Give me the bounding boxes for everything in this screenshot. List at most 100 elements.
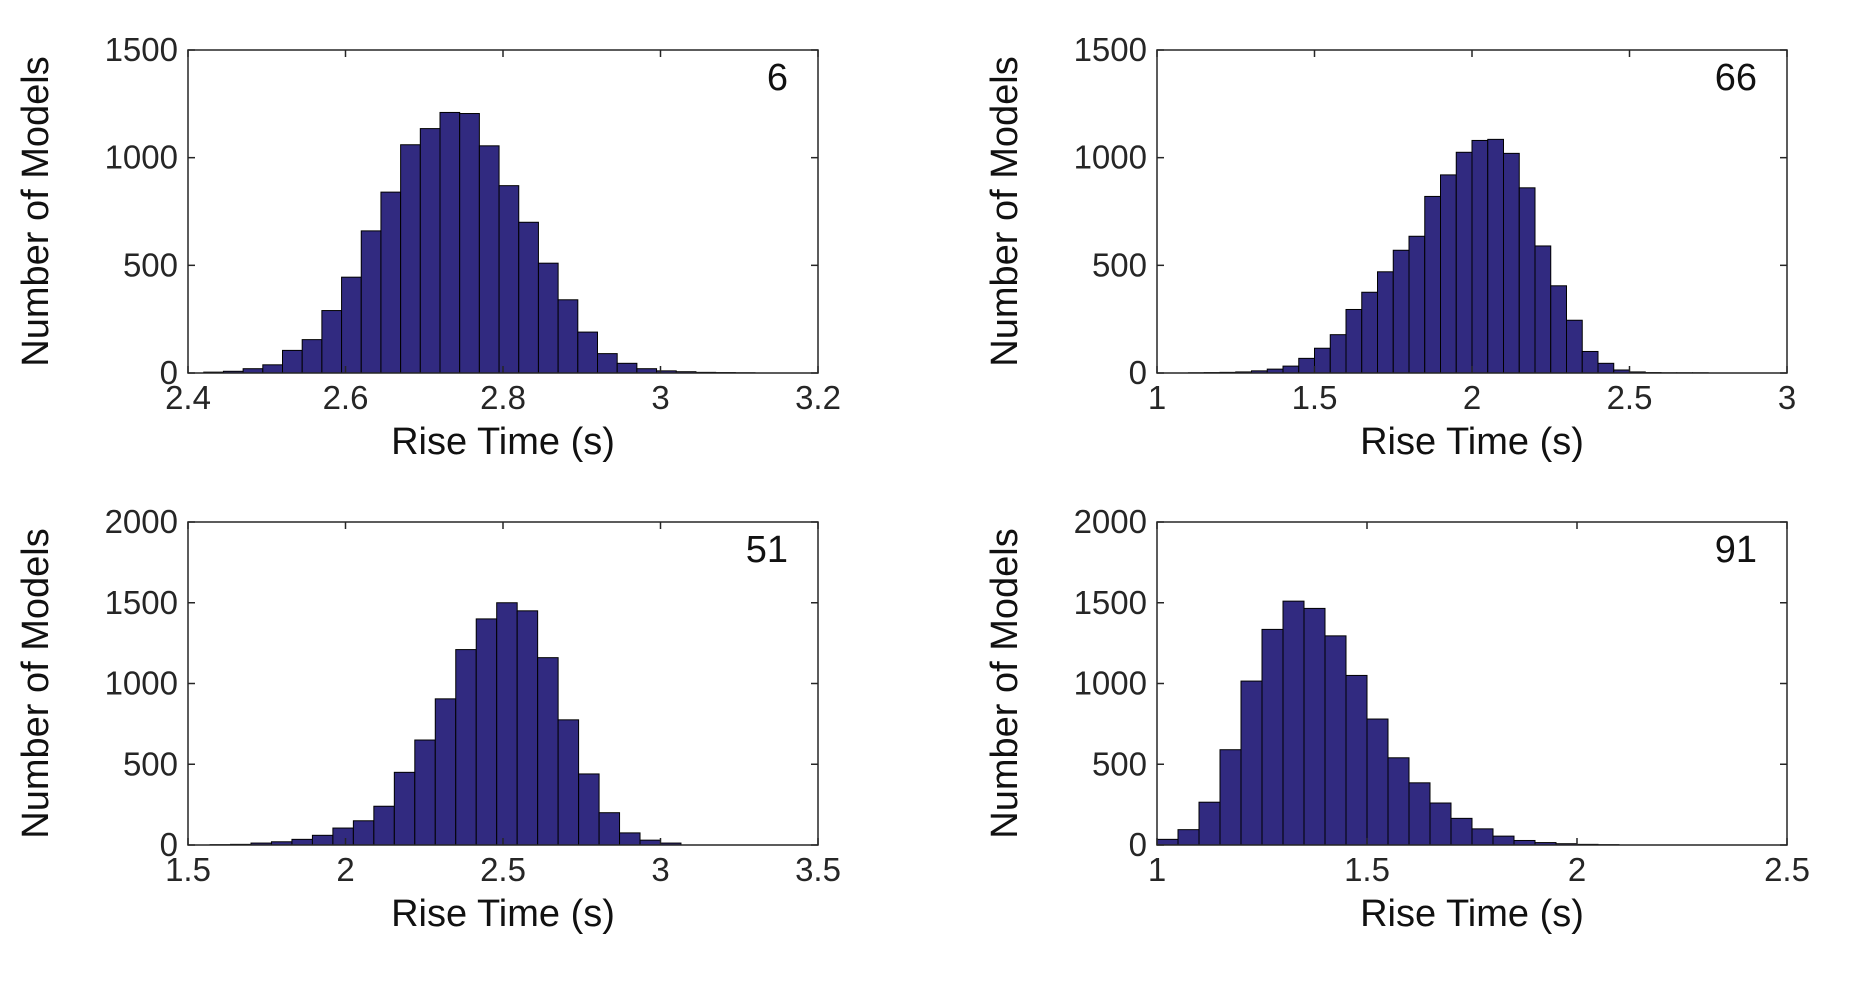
histogram-bar — [1503, 152, 1520, 374]
histogram-bar — [311, 834, 334, 846]
histogram-bar — [578, 773, 600, 846]
histogram-bar — [455, 649, 477, 846]
histogram-bar — [1361, 291, 1378, 374]
histogram-bar — [1392, 249, 1410, 374]
histogram-bar — [1471, 139, 1489, 374]
histogram-bar — [496, 602, 518, 846]
y-tick-label: 0 — [160, 826, 178, 863]
histogram-bar — [537, 262, 559, 374]
histogram-bar — [1240, 680, 1263, 846]
histogram-bar — [597, 353, 618, 374]
y-axis-label: Number of Models — [984, 528, 1026, 838]
histogram-bar — [1429, 802, 1452, 846]
histogram-bar — [321, 310, 343, 374]
x-tick-label: 2 — [1568, 851, 1586, 888]
histogram-bar — [400, 144, 421, 374]
histogram-bar — [1597, 362, 1615, 374]
panel-id-label: 66 — [1715, 57, 1757, 99]
panel-id-label: 6 — [767, 57, 788, 99]
y-tick-label: 500 — [1092, 745, 1147, 782]
y-tick-label: 0 — [160, 354, 178, 391]
histogram-bar — [352, 820, 375, 846]
x-axis-label: Rise Time (s) — [1360, 893, 1584, 935]
histogram-bar — [1345, 674, 1368, 846]
x-tick-label: 1.5 — [165, 851, 211, 888]
histogram-bar — [498, 185, 520, 374]
histogram-bar — [373, 805, 395, 846]
histogram-bar — [1298, 357, 1315, 374]
histogram-bar — [1156, 838, 1179, 846]
histogram-bar — [414, 739, 436, 846]
histogram-bar — [1408, 782, 1431, 846]
x-tick-label: 3.2 — [795, 379, 841, 416]
x-tick-label: 2.5 — [1764, 851, 1810, 888]
histogram-bar — [282, 349, 303, 374]
y-tick-label: 2000 — [1074, 503, 1147, 540]
x-tick-label: 1 — [1148, 379, 1166, 416]
histogram-bar — [1282, 600, 1305, 846]
histogram-bar — [1471, 828, 1494, 846]
y-tick-label: 2000 — [105, 503, 178, 540]
histogram-bar — [1261, 628, 1284, 846]
histogram-bar — [380, 191, 402, 374]
histogram-bar — [616, 362, 638, 374]
y-tick-label: 1000 — [1074, 139, 1147, 176]
histogram-bar — [1198, 801, 1221, 846]
histogram-bar — [459, 113, 480, 374]
histogram-bar — [598, 812, 621, 846]
histogram-bar — [1534, 245, 1552, 374]
chart-panel-91: 1 1.5 2 2.5 0 500 1000 1500 2000 Rise Time (s) Num… — [984, 503, 1810, 935]
histogram-bar — [557, 719, 580, 846]
histogram-bar — [439, 111, 461, 374]
y-tick-label: 1500 — [105, 31, 178, 68]
histogram-bar — [301, 339, 323, 374]
histogram-bar — [434, 698, 457, 846]
y-tick-label: 1500 — [105, 584, 178, 621]
histogram-bar — [1314, 347, 1331, 374]
histogram-bar — [1455, 151, 1473, 374]
x-tick-label: 2 — [1463, 379, 1481, 416]
histogram-bar — [1450, 817, 1473, 846]
histogram-bar — [518, 221, 539, 374]
histogram-bar — [1366, 718, 1389, 846]
x-tick-label: 2.4 — [165, 379, 211, 416]
y-tick-label: 1000 — [1074, 665, 1147, 702]
histogram-bar — [1345, 308, 1363, 374]
histogram-bar — [1566, 319, 1583, 374]
histogram-bar — [262, 364, 283, 374]
y-tick-label: 500 — [123, 745, 178, 782]
y-tick-label: 1500 — [1074, 31, 1147, 68]
histogram-bar — [1324, 635, 1347, 846]
x-tick-label: 2.5 — [480, 851, 526, 888]
x-tick-label: 2 — [336, 851, 354, 888]
y-tick-label: 0 — [1129, 354, 1147, 391]
x-tick-label: 3.5 — [795, 851, 841, 888]
panel-id-label: 91 — [1715, 529, 1757, 571]
x-tick-label: 3 — [651, 851, 669, 888]
histogram-bar — [557, 299, 579, 374]
histogram-bar — [341, 276, 362, 374]
panel-id-label: 51 — [746, 529, 788, 571]
histogram-bar — [1282, 365, 1300, 374]
histogram-bar — [1329, 334, 1347, 374]
chart-panel-51: 1.5 2 2.5 3 3.5 0 500 1000 1500 2000 Rise Time (s)… — [15, 503, 841, 935]
histogram-bar — [393, 771, 416, 846]
y-axis-label: Number of Models — [15, 528, 57, 838]
x-tick-label: 2.5 — [1607, 379, 1653, 416]
histogram-bar — [1424, 195, 1441, 374]
histogram-bar — [1387, 757, 1410, 846]
histogram-bar — [1518, 187, 1536, 374]
y-tick-label: 1000 — [105, 665, 178, 702]
y-tick-label: 1500 — [1074, 584, 1147, 621]
chart-panel-66: 1 1.5 2 2.5 3 0 500 1000 1500 Rise Time (s) Number… — [984, 31, 1796, 463]
x-axis-label: Rise Time (s) — [391, 421, 615, 463]
histogram-bar — [475, 618, 498, 846]
histogram-bar — [360, 230, 382, 374]
y-tick-label: 500 — [1092, 246, 1147, 283]
histogram-bar — [1219, 749, 1242, 846]
histogram-bar — [516, 610, 539, 846]
histogram-bar — [1440, 174, 1457, 374]
x-tick-label: 2.8 — [480, 379, 526, 416]
histogram-bar — [1408, 235, 1426, 374]
